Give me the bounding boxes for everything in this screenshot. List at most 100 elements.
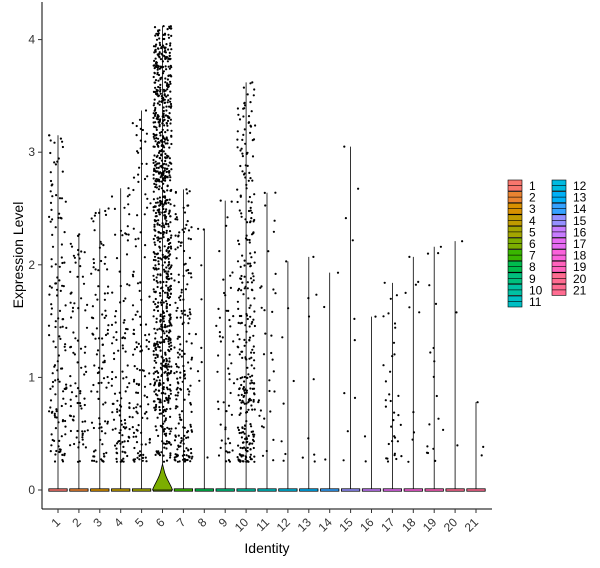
cell-point [251,272,254,275]
cell-point [227,437,230,440]
cell-point [147,347,150,351]
cell-point [239,265,242,268]
cell-point [245,411,248,414]
cell-point [157,230,160,234]
cell-point [104,333,108,337]
cell-point [121,336,124,340]
cell-point [159,281,162,284]
violin-base [382,488,403,492]
cell-point [158,185,161,188]
cell-point [163,190,166,194]
cell-point [397,394,400,397]
cell-point [54,379,57,382]
violin-base [111,488,131,492]
cell-point [258,414,261,417]
cell-point [162,236,165,239]
cell-point [253,251,256,254]
cell-point [121,450,124,453]
cell-point [388,393,391,396]
cell-point [166,296,169,299]
cell-point [428,284,431,287]
cell-point [60,435,63,438]
cell-point [86,429,89,432]
cell-point [163,140,166,143]
cell-point [200,361,203,364]
cell-point [80,407,83,410]
cell-point [245,341,248,344]
cell-point [384,399,387,402]
cell-point [382,315,385,318]
cell-point [166,325,169,328]
cell-point [162,88,165,91]
cell-point [224,442,227,445]
cell-point [153,225,156,228]
cell-point [160,258,163,261]
violin-base [215,488,235,492]
cell-point [301,456,304,459]
cell-point [250,281,254,284]
cell-point [246,450,249,453]
cell-point [168,365,171,368]
cell-point [246,151,249,154]
cell-point [164,222,168,225]
legend-label: 3 [529,202,536,216]
cell-point [230,413,233,416]
cell-point [144,456,147,459]
cell-point [242,293,245,296]
cell-point [155,90,159,93]
cell-point [154,211,158,215]
cell-point [239,377,242,380]
cell-point [238,243,241,246]
cell-point [121,370,124,373]
cell-point [167,342,171,345]
cell-point [143,385,147,388]
cell-point [249,264,252,267]
cell-point [236,138,239,141]
cell-point [155,128,158,131]
cell-point [239,407,242,410]
cell-point [156,416,159,419]
cell-point [257,401,260,404]
cell-point [110,195,114,198]
cell-point [128,406,131,410]
cell-point [251,81,254,84]
legend-label: 11 [529,295,542,309]
cell-point [169,44,172,47]
cell-point [173,346,176,349]
cell-point [158,237,161,240]
cell-point [69,398,72,401]
cell-point [336,271,340,274]
cell-point [96,349,100,352]
cell-point [98,246,101,249]
cell-point [106,332,109,335]
cell-point [119,429,122,432]
cell-point [242,387,245,390]
cell-point [158,37,161,40]
cell-point [252,345,255,348]
cell-point [174,234,177,237]
cell-point [48,410,51,413]
cell-point [217,454,221,457]
cell-point [131,426,134,429]
cell-point [154,381,157,384]
cell-point [155,93,159,96]
cell-point [164,323,167,327]
cell-point [168,174,171,177]
cell-point [51,195,54,198]
cell-point [163,167,166,170]
cell-point [118,439,121,443]
cell-point [153,114,157,117]
cell-point [229,286,232,289]
cell-point [107,324,110,327]
cell-point [72,415,75,418]
cell-point [97,366,101,369]
cell-point [177,422,180,425]
violin-base [445,488,465,492]
cell-point [54,325,57,329]
cell-point [183,211,187,214]
cell-point [170,34,173,38]
cell-point [188,256,191,259]
cell-point [162,311,165,314]
cell-point [165,396,168,399]
cell-point [156,285,159,289]
